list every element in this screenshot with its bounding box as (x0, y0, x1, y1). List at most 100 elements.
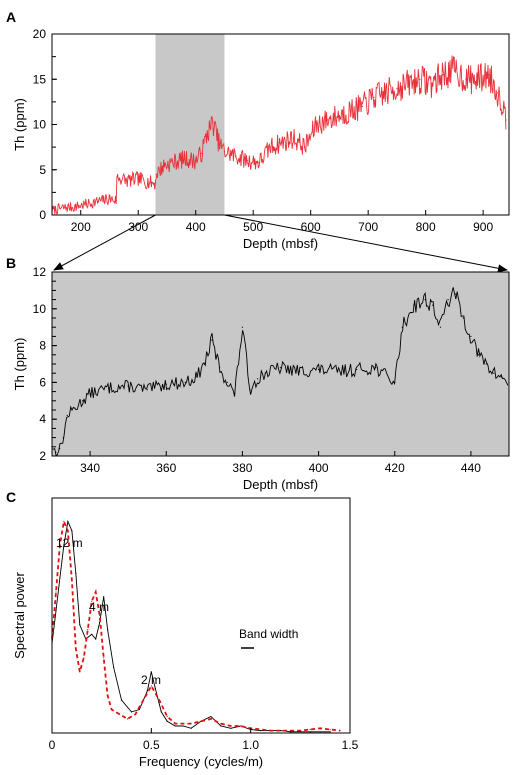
panel-b-xlabel: Depth (mbsf) (243, 477, 318, 492)
panel-c-data-point (146, 690, 148, 692)
panel-a-ytick-label: 15 (33, 72, 47, 86)
panel-c-data-point (230, 727, 232, 729)
annotation-12m: 12 m (56, 536, 83, 550)
panel-a-data-point (85, 203, 88, 205)
panel-a-data-point (304, 146, 306, 148)
panel-c-data-point (95, 638, 97, 640)
panel-a-data-point (62, 207, 65, 209)
panel-a-data-point (154, 182, 157, 184)
panel-b-data-point (470, 335, 472, 337)
panel-a-ylabel: Th (ppm) (12, 98, 27, 151)
panel-b-ytick-label: 2 (39, 449, 46, 463)
panel-c-data-point (182, 725, 184, 727)
panel-b-ytick-label: 10 (33, 302, 47, 316)
panel-c-data-point (240, 725, 242, 727)
panel-c-data-point (134, 713, 137, 715)
panel-a-data-point (206, 132, 208, 135)
panel-a-data-point (137, 178, 139, 180)
panel-a-data-point (453, 69, 455, 71)
panel-a-xlabel: Depth (mbsf) (243, 236, 318, 251)
panel-a-ytick-label: 5 (39, 163, 46, 177)
panel-c-data-point (220, 723, 222, 725)
panel-a-data-point (235, 155, 237, 157)
panel-c-chart: 0 0.5 1.0 1.5 Frequency (cycles/m) Spectral… (12, 497, 359, 769)
panel-a-data-point (269, 146, 272, 148)
panel-b-data-point (439, 326, 442, 328)
panel-letter-b: B (6, 255, 16, 271)
panel-c-data-point (329, 731, 331, 733)
panel-a-data-point (488, 74, 490, 76)
panel-b-data-point (66, 414, 68, 417)
panel-c-xtick-label: 0.5 (143, 738, 160, 752)
panel-b-data-point (424, 299, 426, 301)
panel-c-data-point (55, 610, 57, 612)
panel-b-ylabel: Th (ppm) (12, 338, 27, 391)
panel-b-xtick-label: 400 (309, 461, 329, 475)
panel-a-data-point (212, 122, 214, 124)
panel-b-data-point (317, 368, 320, 371)
panel-c-data-point (126, 718, 129, 720)
panel-a-xtick-label: 200 (71, 220, 91, 234)
panel-c-data-point (99, 614, 101, 617)
panel-b-data-point (356, 368, 358, 371)
panel-c-data-point (91, 600, 93, 603)
panel-b-data-point (462, 317, 464, 319)
panel-c-xtick-label: 1.0 (242, 738, 259, 752)
panel-c-data-point (166, 715, 168, 718)
panel-a-data-point (419, 78, 421, 80)
panel-c-data-point (103, 596, 105, 598)
panel-a-data-point (338, 114, 341, 117)
panel-c-data-point (166, 720, 168, 722)
panel-c-data-point (220, 725, 222, 727)
panel-b-data-point (218, 367, 221, 369)
panel-c-data-point (75, 572, 77, 574)
panel-b-data-point (89, 392, 91, 395)
zoom-arrow-left (53, 214, 156, 271)
panel-c-data-point (174, 723, 176, 725)
panel-b-data-point (226, 381, 228, 383)
panel-a-data-point (442, 74, 444, 76)
panel-c-frame (51, 497, 351, 734)
panel-a-data-point (327, 119, 329, 121)
panel-c-data-point (319, 727, 321, 729)
panel-a-data-point (218, 142, 220, 144)
panel-c-data-point (130, 711, 133, 713)
panel-b-data-point (401, 326, 403, 328)
panel-b-data-point (81, 400, 84, 402)
panel-c-data-point (99, 621, 101, 624)
panel-a-data-point (200, 152, 203, 155)
panel-c-data-point (83, 657, 85, 659)
panel-a-data-point (315, 123, 318, 126)
panel-b-xtick-label: 360 (156, 461, 176, 475)
panel-c-data-point (142, 699, 144, 701)
panel-c-xlabel: Frequency (cycles/m) (139, 754, 263, 769)
panel-a-data-point (496, 92, 499, 94)
panel-c-data-point (75, 647, 77, 650)
panel-a-data-point (361, 105, 364, 107)
panel-a-data-point (108, 198, 111, 200)
panel-c-data-point (87, 629, 89, 631)
panel-c-data-point (339, 730, 341, 732)
panel-c-data-point (107, 629, 109, 631)
panel-c-data-point (150, 671, 152, 673)
panel-c-data-point (79, 671, 81, 673)
panel-letter-c: C (6, 489, 16, 505)
panel-c-data-point (289, 730, 291, 732)
panel-b-data-point (249, 389, 251, 391)
panel-b-series-line (51, 287, 509, 456)
panel-a-data-point (163, 164, 165, 166)
panel-b-data-point (279, 367, 282, 369)
panel-c-data-point (154, 687, 156, 689)
panel-b-data-point (241, 326, 244, 328)
panel-b-xtick-label: 420 (385, 461, 405, 475)
panel-b-data-point (62, 437, 65, 439)
panel-a-frame (51, 33, 510, 216)
panel-b-background (52, 272, 509, 456)
panel-c-data-point (190, 723, 192, 725)
panel-c-data-point (59, 577, 61, 579)
panel-b-data-point (485, 363, 487, 365)
panel-a-xtick-label: 400 (186, 220, 206, 234)
panel-c-data-point (150, 685, 152, 687)
